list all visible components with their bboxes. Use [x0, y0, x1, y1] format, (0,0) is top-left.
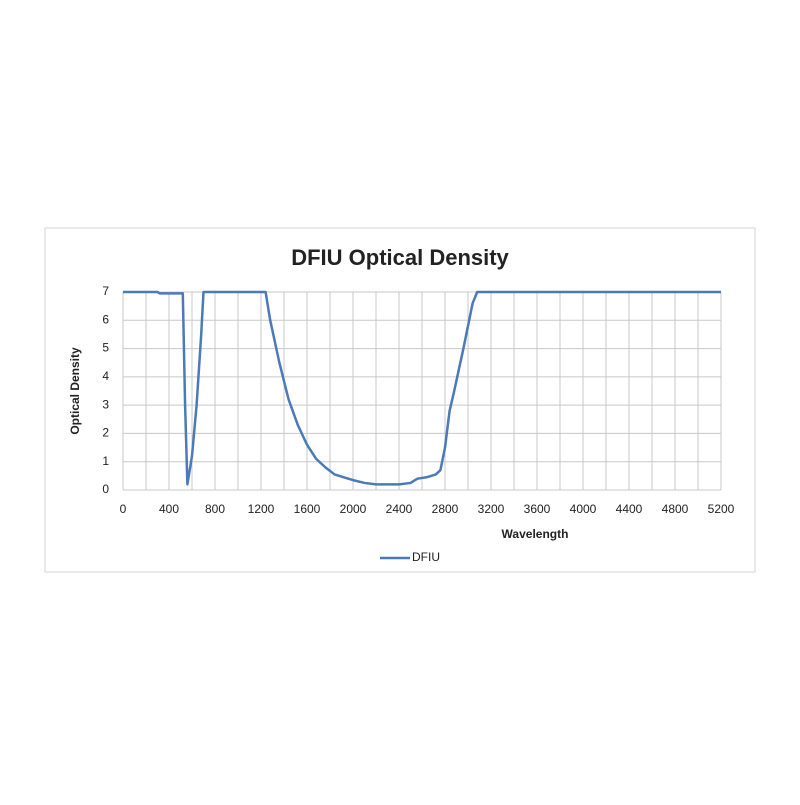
x-tick-label: 2000 — [340, 502, 367, 516]
x-tick-label: 2800 — [432, 502, 459, 516]
y-tick-label: 2 — [102, 426, 109, 440]
chart-title: DFIU Optical Density — [291, 245, 509, 270]
x-tick-label: 1600 — [294, 502, 321, 516]
y-tick-label: 0 — [102, 482, 109, 496]
x-tick-label: 400 — [159, 502, 179, 516]
y-tick-label: 6 — [102, 312, 109, 326]
x-tick-label: 4000 — [570, 502, 597, 516]
y-tick-label: 1 — [102, 454, 109, 468]
x-tick-label: 4800 — [662, 502, 689, 516]
chart-frame — [44, 227, 756, 573]
y-tick-label: 7 — [102, 284, 109, 298]
x-tick-label: 1200 — [248, 502, 275, 516]
y-axis-label: Optical Density — [68, 347, 82, 435]
x-tick-label: 3200 — [478, 502, 505, 516]
legend-label: DFIU — [412, 550, 440, 564]
x-tick-label: 3600 — [524, 502, 551, 516]
x-tick-label: 4400 — [616, 502, 643, 516]
data-line — [123, 290, 721, 486]
x-tick-label: 5200 — [708, 502, 735, 516]
x-tick-label: 0 — [120, 502, 127, 516]
x-tick-label: 2400 — [386, 502, 413, 516]
x-axis-label: Wavelength — [502, 527, 569, 541]
y-tick-label: 4 — [102, 369, 109, 383]
x-tick-label: 800 — [205, 502, 225, 516]
y-tick-label: 5 — [102, 341, 109, 355]
y-tick-label: 3 — [102, 397, 109, 411]
